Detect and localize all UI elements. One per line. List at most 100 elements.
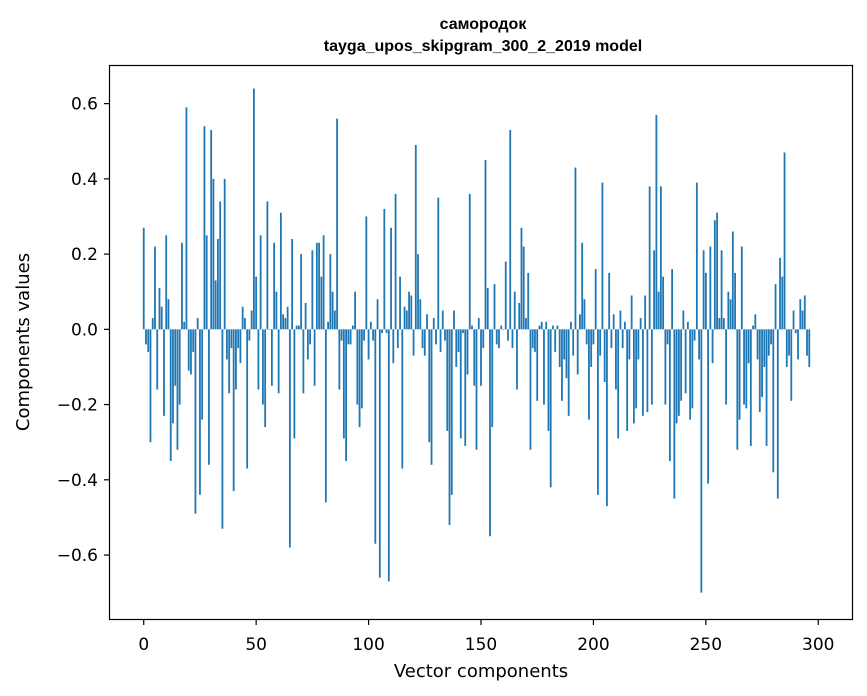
bar	[794, 329, 797, 334]
bar	[354, 291, 356, 330]
bar	[644, 295, 647, 330]
bar	[581, 242, 584, 330]
bar	[282, 314, 285, 330]
bar	[563, 329, 566, 360]
bar	[221, 329, 224, 529]
bar	[421, 329, 424, 349]
bar	[779, 257, 781, 330]
bar	[462, 329, 464, 334]
bar	[731, 231, 734, 330]
bar	[235, 329, 237, 390]
bar	[482, 329, 485, 349]
y-tick-label: −0.4	[57, 471, 98, 491]
bar	[358, 329, 361, 428]
bar	[172, 329, 174, 424]
bar	[727, 291, 730, 330]
bar	[219, 201, 222, 330]
bar	[230, 329, 233, 349]
bar	[792, 310, 795, 330]
x-tick-label: 150	[465, 635, 497, 655]
bar	[178, 329, 181, 405]
bar	[504, 261, 507, 330]
y-tick-label: 0.4	[71, 170, 98, 190]
bar	[785, 329, 788, 367]
bar	[615, 329, 617, 390]
bar	[288, 329, 291, 548]
bar	[378, 329, 381, 578]
bar	[297, 325, 300, 330]
bar	[208, 329, 210, 465]
bar	[522, 246, 525, 330]
bar	[279, 212, 282, 330]
bar	[509, 129, 512, 330]
bar	[693, 329, 696, 341]
bar	[547, 329, 550, 431]
bar	[432, 318, 435, 330]
bar	[797, 329, 799, 360]
bar	[740, 246, 743, 330]
y-axis-label: Components values	[13, 253, 34, 431]
bar	[491, 329, 494, 428]
bar	[419, 299, 422, 330]
bar	[662, 276, 665, 330]
bar	[408, 291, 410, 330]
bar	[776, 329, 779, 499]
bar	[439, 329, 442, 352]
bar	[722, 318, 725, 330]
bar	[466, 329, 469, 375]
bar	[284, 318, 287, 330]
bar	[657, 291, 660, 330]
bar	[329, 254, 332, 330]
bar	[511, 329, 514, 349]
bar	[333, 310, 336, 330]
bar	[626, 329, 629, 431]
bar	[561, 329, 563, 401]
bar	[594, 269, 597, 330]
bar	[450, 329, 453, 495]
bar	[774, 284, 777, 330]
bar	[259, 235, 262, 330]
bar	[525, 318, 527, 330]
bar	[612, 314, 615, 330]
bar	[590, 329, 593, 367]
bar	[147, 329, 150, 352]
bar	[502, 329, 505, 330]
bar	[300, 254, 303, 330]
bar	[455, 329, 458, 367]
bar	[459, 329, 462, 439]
bar	[529, 329, 532, 450]
bar	[345, 329, 347, 461]
bar	[306, 329, 309, 360]
bar	[554, 329, 557, 352]
bar	[291, 239, 294, 330]
bar	[318, 242, 321, 330]
bar	[545, 321, 548, 330]
bar	[621, 329, 624, 349]
bar	[192, 329, 195, 352]
bar	[639, 318, 642, 330]
y-tick-label: −0.2	[57, 396, 98, 416]
bar	[187, 329, 190, 371]
bar	[248, 329, 251, 341]
bar	[403, 306, 406, 330]
bar	[268, 329, 271, 330]
bar	[160, 306, 163, 330]
bar	[592, 329, 595, 345]
bar	[437, 197, 440, 330]
bar	[700, 329, 703, 593]
bar	[275, 291, 278, 330]
bar	[689, 329, 692, 420]
x-tick-label: 200	[577, 635, 609, 655]
x-tick-label: 0	[138, 635, 149, 655]
chart-subtitle: tayga_upos_skipgram_300_2_2019 model	[324, 38, 642, 55]
bar	[599, 329, 602, 356]
bar	[495, 329, 498, 345]
bar	[756, 329, 759, 360]
chart-title: самородок	[440, 16, 528, 33]
bar	[154, 246, 156, 330]
bar	[527, 272, 530, 330]
bar	[205, 235, 208, 330]
bar	[585, 329, 588, 345]
bar	[203, 126, 206, 330]
bar	[637, 329, 640, 360]
